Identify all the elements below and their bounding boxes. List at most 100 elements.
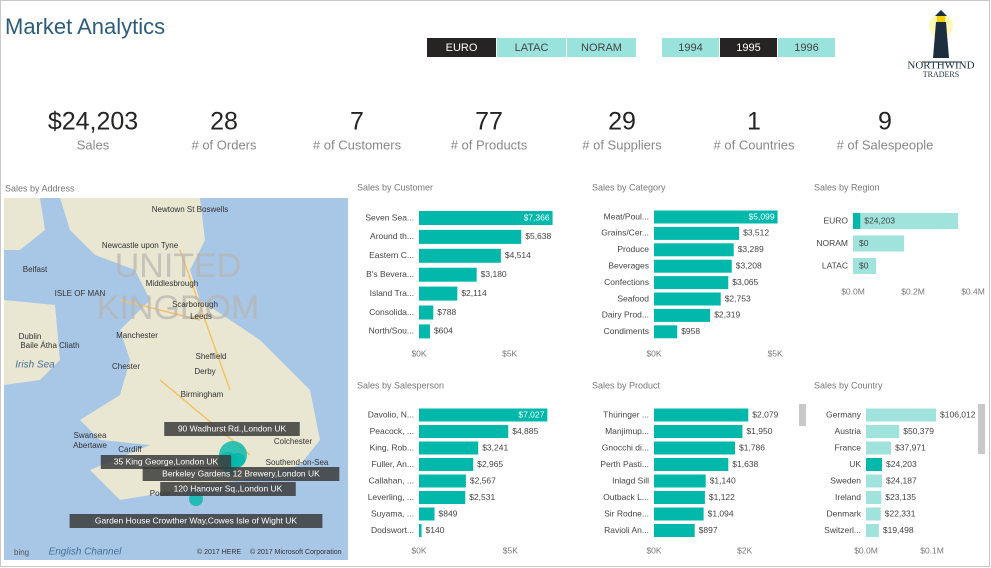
filter-button[interactable]: [720, 38, 777, 57]
value-label: $0: [859, 260, 869, 270]
total-bar: [853, 213, 958, 229]
place-label: Sheffield: [196, 352, 227, 361]
value-label: $24,187: [886, 475, 917, 485]
category-label: Sweden: [830, 475, 861, 485]
category-label: Island Tra...: [370, 288, 414, 298]
place-label: Swansea: [74, 431, 107, 440]
category-label: B's Bevera...: [366, 269, 414, 279]
value-label: $37,971: [895, 442, 926, 452]
bar: [654, 325, 678, 339]
filter-button[interactable]: [567, 38, 636, 57]
x-tick-label: $0.0M: [854, 545, 878, 555]
filter-label[interactable]: 1995: [736, 42, 760, 54]
value-label: $2,567: [470, 475, 496, 485]
bar: [654, 308, 711, 322]
bar: [866, 441, 892, 455]
scrollbar[interactable]: [978, 404, 985, 454]
value-label: $1,140: [710, 475, 736, 485]
category-label: King, Rob...: [370, 442, 414, 452]
filter-button[interactable]: [662, 38, 719, 57]
bar: [654, 276, 729, 290]
value-label: $50,379: [903, 426, 934, 436]
bar: [419, 248, 501, 263]
bar: [654, 491, 705, 504]
bar: [419, 286, 458, 301]
country-label: UNITED: [115, 247, 242, 285]
value-label: $1,094: [708, 508, 734, 518]
kpi-label: Sales: [77, 137, 110, 152]
value-label: $23,135: [885, 492, 916, 502]
x-tick-label: $5K: [768, 348, 783, 358]
value-label: $2,965: [477, 459, 503, 469]
value-label: $897: [699, 525, 718, 535]
value-label: $849: [439, 508, 458, 518]
filter-label[interactable]: 1996: [794, 42, 818, 54]
bar: [654, 425, 743, 438]
kpi-label: # of Orders: [191, 137, 257, 152]
category-label: Outback L...: [603, 492, 649, 502]
filter-label[interactable]: 1994: [678, 42, 702, 54]
bar: [654, 210, 778, 224]
category-label: Perth Pasti...: [600, 459, 649, 469]
value-label: $106,012: [940, 409, 976, 419]
category-label: Leverling, ...: [368, 492, 414, 502]
place-label: Middlesbrough: [146, 279, 198, 288]
place-label: English Channel: [49, 547, 123, 558]
filter-button[interactable]: [427, 38, 496, 57]
bar: [419, 267, 477, 282]
filter-label[interactable]: EURO: [446, 42, 478, 54]
category-label: Suyama, ...: [371, 508, 414, 518]
x-tick-label: $2K: [737, 545, 752, 555]
map-credit: © 2017 Microsoft Corporation: [250, 548, 342, 556]
category-label: Thüringer ...: [603, 409, 649, 419]
bar: [866, 507, 881, 521]
bar: [654, 292, 721, 306]
kpi-value: $24,203: [48, 108, 138, 136]
bar: [419, 324, 430, 339]
bar: [654, 441, 736, 455]
scrollbar[interactable]: [799, 404, 806, 426]
kpi-label: # of Countries: [714, 137, 795, 152]
filter-button[interactable]: [778, 38, 835, 57]
x-tick-label: $0K: [646, 348, 661, 358]
bar: [654, 243, 734, 257]
category-label: Grains/Cer...: [601, 228, 649, 238]
value-label: $2,319: [714, 310, 740, 320]
address-label: Garden House Crowther Way,Cowes Isle of …: [95, 515, 298, 525]
filter-label[interactable]: LATAC: [515, 42, 549, 54]
category-label: Davolio, N...: [368, 409, 414, 419]
value-label: $24,203: [886, 459, 917, 469]
chart-title: Sales by Product: [592, 380, 661, 390]
bar: [654, 408, 749, 422]
category-label: Meat/Poul...: [604, 211, 649, 221]
place-label: Manchester: [116, 331, 158, 340]
kpi-label: # of Products: [451, 137, 528, 152]
bar: [419, 474, 466, 488]
bar: [654, 507, 704, 521]
filter-button[interactable]: [497, 38, 566, 57]
filter-label[interactable]: NORAM: [581, 42, 622, 54]
address-tooltip: [142, 467, 340, 481]
category-label: Beverages: [608, 260, 649, 270]
kpi-value: 77: [475, 108, 503, 136]
category-label: Condiments: [604, 326, 649, 336]
place-label: Scarborough: [172, 300, 218, 309]
x-tick-label: $0.0M: [841, 286, 865, 296]
place-label: Cardiff: [118, 445, 142, 454]
category-label: Peacock, ...: [370, 426, 414, 436]
address-label: 90 Wadhurst Rd.,London UK: [178, 423, 287, 433]
value-label: $1,786: [739, 442, 765, 452]
value-label: $5,099: [749, 211, 775, 221]
kpi-label: # of Customers: [313, 137, 402, 152]
place-label: Derby: [194, 367, 215, 376]
value-label: $2,753: [725, 293, 751, 303]
kpi-value: 1: [747, 108, 761, 136]
x-tick-label: $0.4M: [961, 286, 985, 296]
category-label: Sir Rodne...: [604, 508, 649, 518]
bar: [419, 441, 479, 455]
bar: [419, 524, 422, 537]
bar: [419, 425, 509, 438]
panel-title: Sales by Address: [5, 183, 75, 193]
address-label: 120 Hanover Sq.,London UK: [174, 483, 283, 493]
